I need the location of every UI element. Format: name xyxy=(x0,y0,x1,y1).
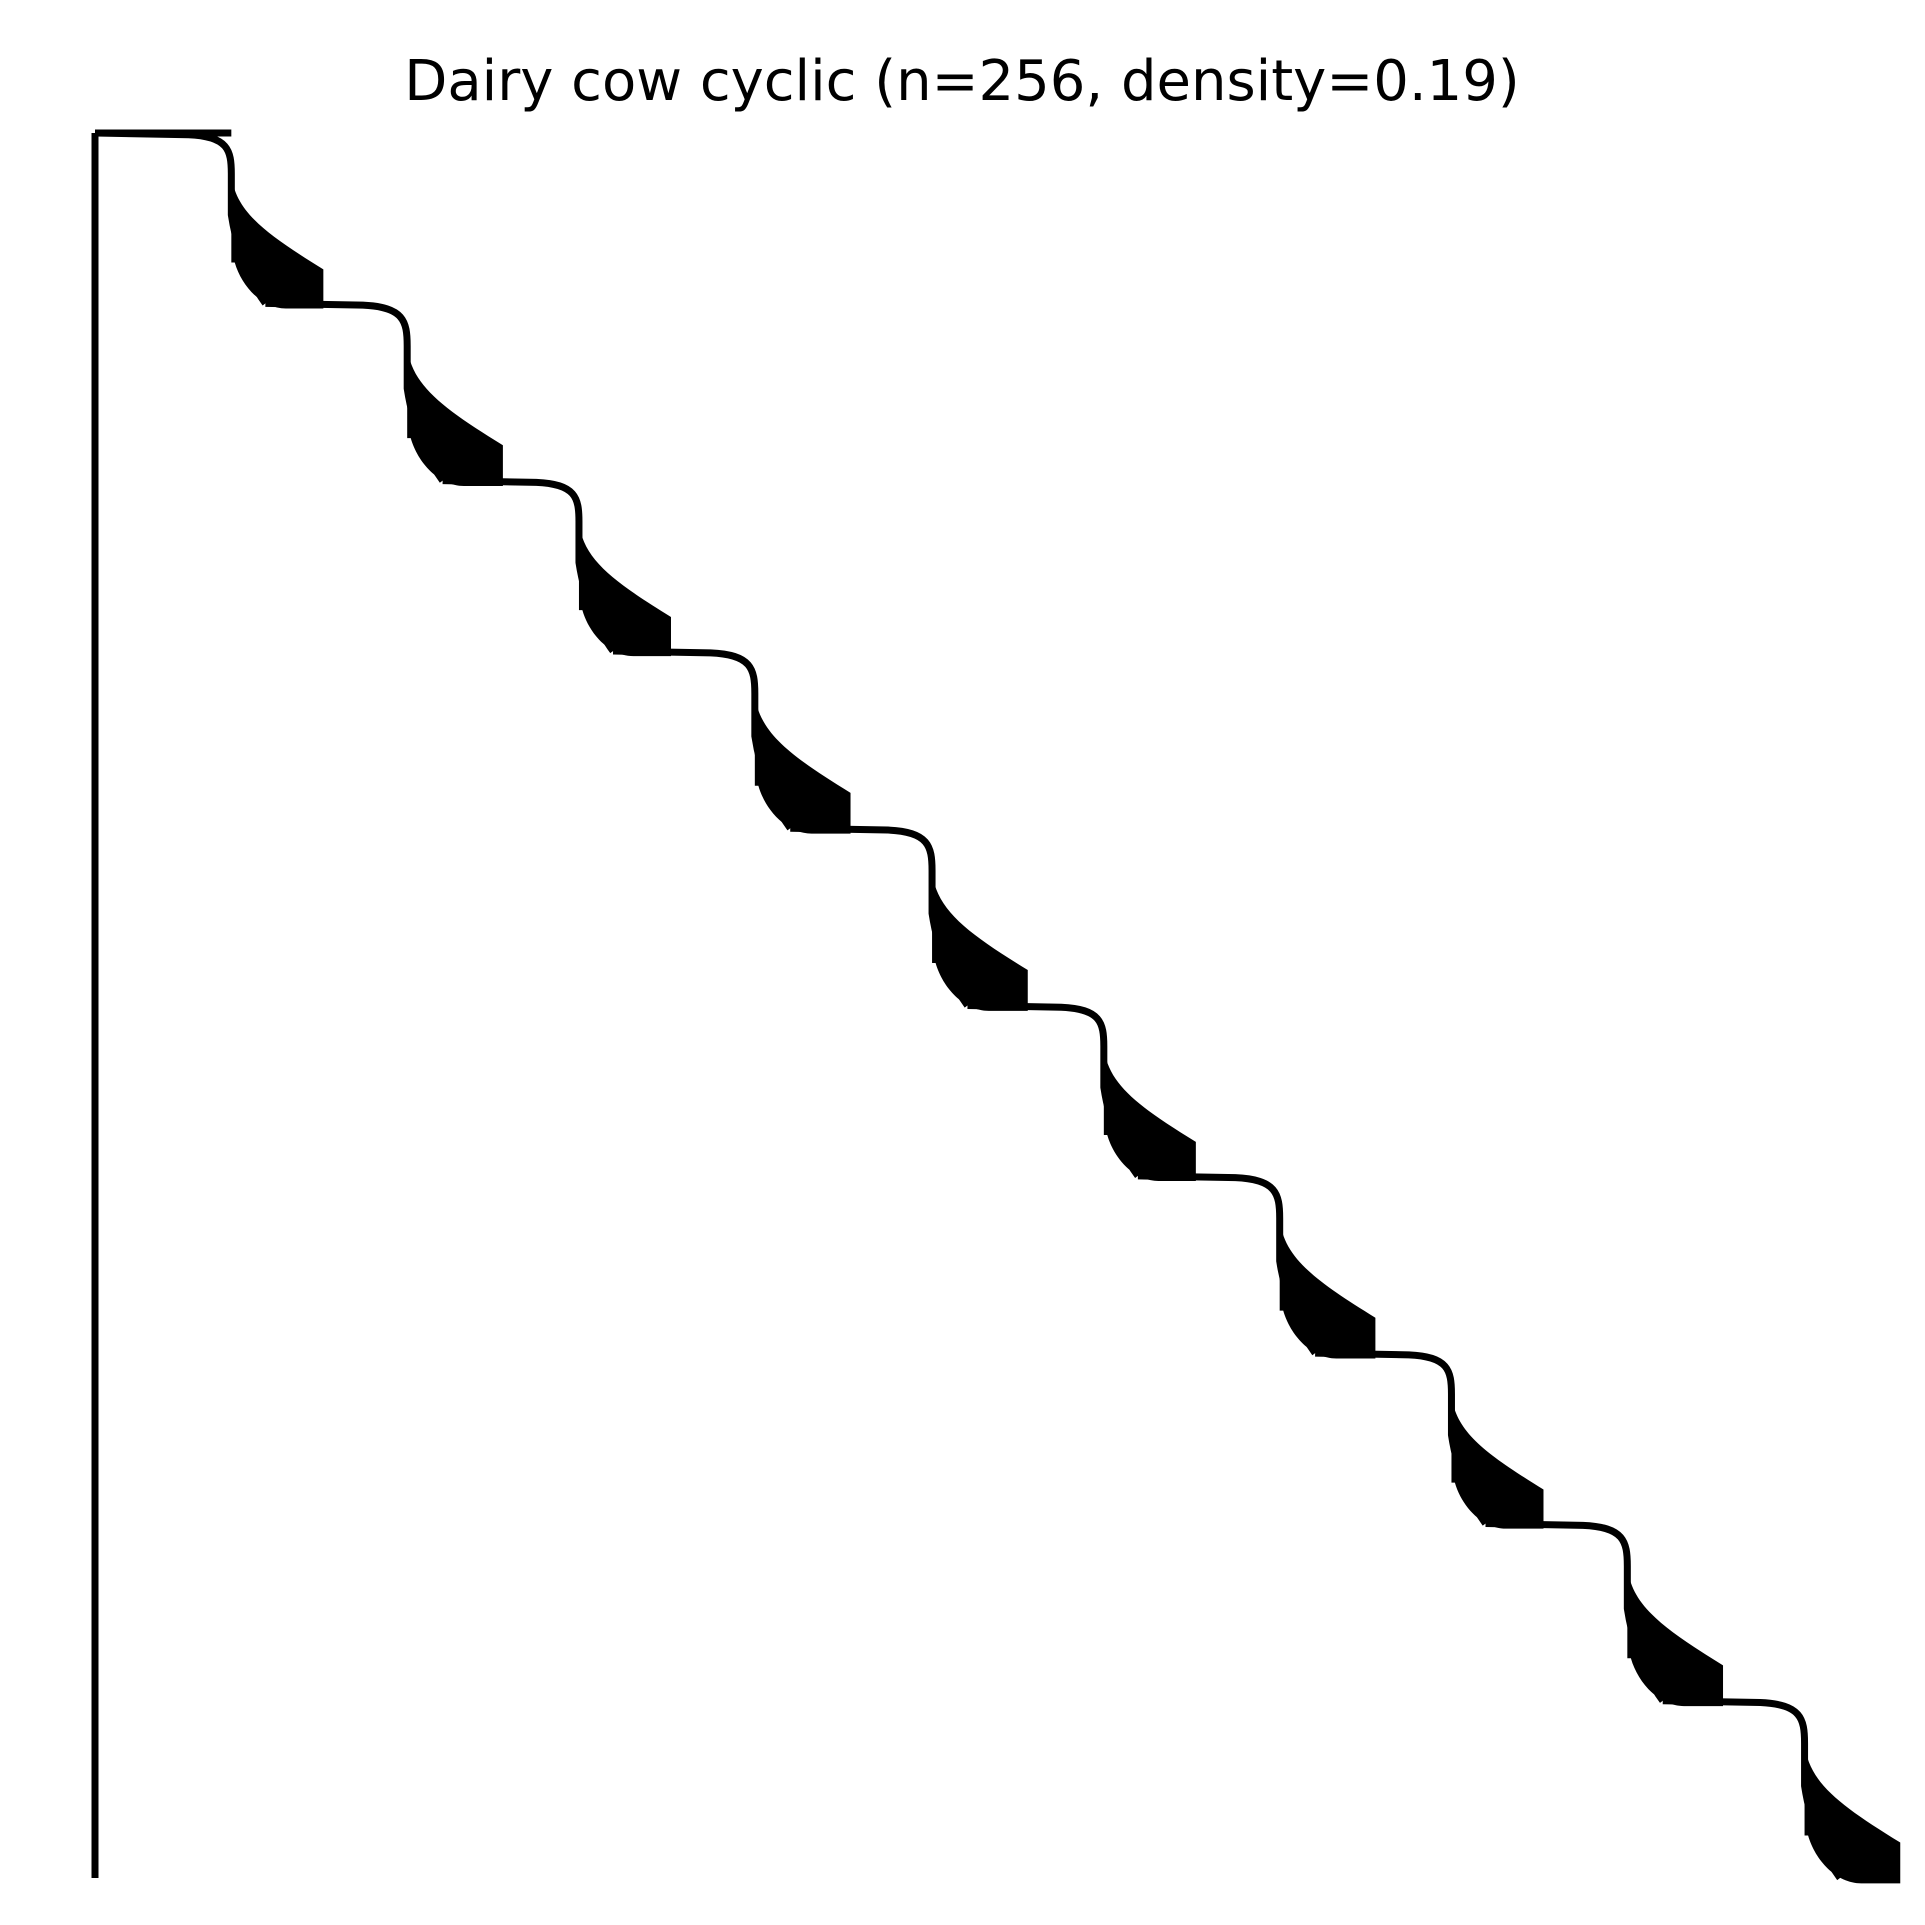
diagonal-block-1-fill xyxy=(231,173,324,309)
diagonal-block-9-fill xyxy=(1627,1566,1724,1707)
plot-area xyxy=(91,129,1901,1884)
diagonal-block-2-fill xyxy=(407,345,503,486)
chart-title: Dairy cow cyclic (n=256, density=0.19) xyxy=(404,49,1520,114)
diagonal-block-3-fill xyxy=(578,521,671,657)
diagonal-block-6-fill xyxy=(1103,1046,1196,1182)
diagonal-block-4-fill xyxy=(754,693,851,834)
diagonal-block-7-fill xyxy=(1279,1218,1376,1359)
diagonal-block-10-fill xyxy=(1804,1743,1901,1884)
diagonal-block-5-fill xyxy=(932,870,1028,1011)
diagonal-block-8-fill xyxy=(1451,1394,1544,1529)
